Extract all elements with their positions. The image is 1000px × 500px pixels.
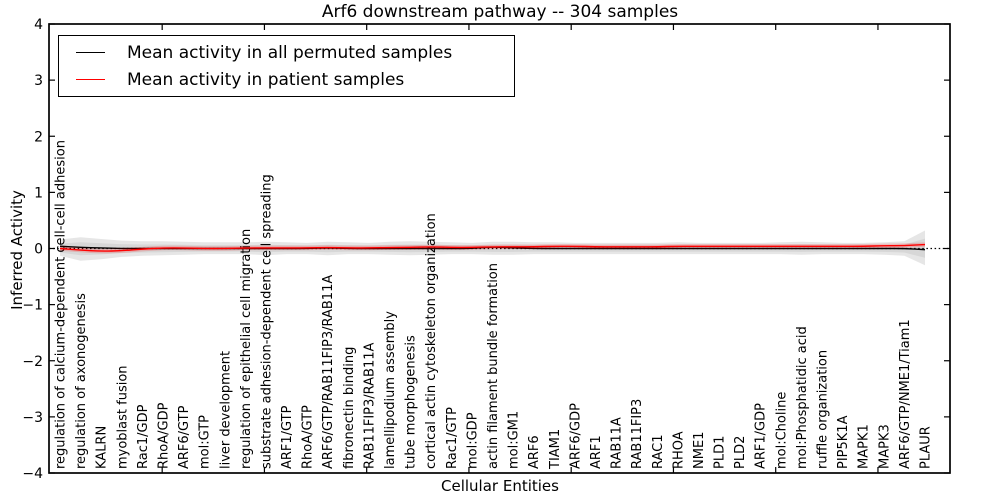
x-tick-label: mol:GTP [198, 415, 213, 469]
x-tick-label: myoblast fusion [115, 365, 130, 469]
x-tick-label: tube morphogenesis [404, 335, 419, 469]
x-tick-label: ARF1/GDP [754, 403, 769, 469]
x-tick-label: lamellipodium assembly [383, 311, 398, 469]
x-tick-label: liver development [218, 351, 233, 469]
x-axis-label: Cellular Entities [441, 477, 559, 495]
patient-mean-line [59, 243, 926, 252]
y-axis-label: Inferred Activity [8, 190, 26, 310]
x-tick-label: mol:GM1 [507, 411, 522, 469]
x-tick-label: Rac1/GDP [136, 404, 151, 469]
chart-title: Arf6 downstream pathway -- 304 samples [321, 2, 679, 22]
legend-label-patient: Mean activity in patient samples [127, 69, 405, 90]
legend-item-patient: Mean activity in patient samples [59, 67, 514, 93]
x-tick-label: PLD1 [713, 436, 728, 469]
legend-item-permuted: Mean activity in all permuted samples [59, 40, 514, 66]
x-tick-label: ARF6 [527, 435, 542, 469]
x-tick-label: RHOA [671, 431, 686, 469]
x-tick-label: cortical actin cytoskeleton organization [424, 213, 439, 469]
x-tick-label: PLD2 [733, 436, 748, 469]
x-tick-label: RAB11FIP3/RAB11A [362, 342, 377, 469]
x-tick-label: ARF6/GTP/NME1/Tiam1 [898, 319, 913, 469]
y-tick-label: 0 [34, 242, 43, 258]
x-tick-label: mol:GDP [465, 412, 480, 469]
x-tick-label: mol:Choline [774, 392, 789, 469]
y-tick-label: 1 [34, 185, 43, 201]
x-tick-label: mol:Phosphatidic acid [795, 326, 810, 469]
legend: Mean activity in all permuted samples Me… [58, 35, 515, 97]
x-tick-label: ARF6/GDP [568, 403, 583, 469]
x-tick-label: RhoA/GDP [156, 402, 171, 469]
x-tick-label: RAB11FIP3 [630, 399, 645, 469]
y-tick-label: −3 [22, 410, 43, 426]
x-tick-label: ARF6/GTP [177, 405, 192, 469]
x-tick-label: ARF6/GTP/RAB11FIP3/RAB11A [321, 275, 336, 469]
x-tick-label: TIAM1 [548, 429, 563, 470]
x-tick-label: RAC1 [651, 434, 666, 469]
y-tick-label: 3 [34, 73, 43, 89]
y-tick-label: −1 [22, 298, 43, 314]
x-tick-label: regulation of epithelial cell migration [239, 229, 254, 469]
x-tick-label: MAPK3 [877, 424, 892, 469]
x-tick-label: PLAUR [918, 426, 933, 469]
x-tick-label: actin filament bundle formation [486, 263, 501, 469]
x-tick-label: ARF1 [589, 435, 604, 469]
x-tick-label: Rac1/GTP [445, 407, 460, 469]
x-tick-label: PIP5K1A [836, 415, 851, 469]
x-tick-label: RAB11A [610, 417, 625, 469]
x-tick-label: regulation of calcium-dependent cell-cel… [54, 140, 69, 469]
x-tick-label: NME1 [692, 432, 707, 469]
legend-label-permuted: Mean activity in all permuted samples [127, 42, 453, 63]
y-tick-label: −4 [22, 466, 43, 482]
y-tick-label: −2 [22, 354, 43, 370]
permuted-line-swatch-icon [76, 52, 105, 53]
patient-line-swatch-icon [76, 79, 105, 80]
x-tick-label: KALRN [95, 426, 110, 469]
x-tick-label: substrate adhesion-dependent cell spread… [259, 174, 274, 469]
x-tick-label: fibronectin binding [342, 347, 357, 469]
y-tick-label: 4 [34, 17, 43, 33]
x-tick-label: ruffle organization [816, 350, 831, 469]
y-tick-label: 2 [34, 129, 43, 145]
x-tick-label: regulation of axonogenesis [74, 293, 89, 469]
x-tick-label: ARF1/GTP [280, 405, 295, 469]
x-tick-label: MAPK1 [857, 424, 872, 469]
x-tick-label: RhoA/GTP [301, 405, 316, 469]
